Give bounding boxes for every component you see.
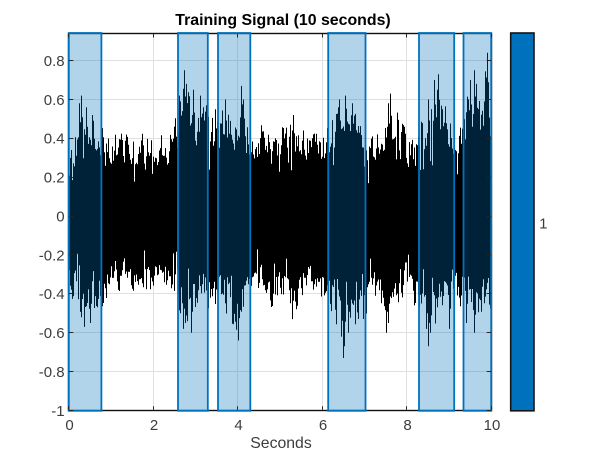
- svg-text:8: 8: [403, 417, 411, 434]
- svg-text:6: 6: [319, 417, 327, 434]
- svg-text:-0.8: -0.8: [39, 364, 65, 381]
- svg-text:-0.4: -0.4: [39, 286, 65, 303]
- svg-text:10: 10: [484, 417, 501, 434]
- svg-text:4: 4: [234, 417, 242, 434]
- svg-text:0.2: 0.2: [44, 170, 65, 187]
- svg-text:Training Signal (10 seconds): Training Signal (10 seconds): [175, 12, 390, 29]
- svg-text:Seconds: Seconds: [250, 435, 312, 452]
- svg-text:0: 0: [56, 208, 64, 225]
- svg-text:-0.6: -0.6: [39, 325, 65, 342]
- svg-text:0: 0: [65, 417, 73, 434]
- svg-text:-1: -1: [51, 403, 64, 420]
- svg-text:-0.2: -0.2: [39, 247, 65, 264]
- svg-text:0.8: 0.8: [44, 53, 65, 70]
- svg-text:2: 2: [150, 417, 158, 434]
- svg-text:0.4: 0.4: [44, 131, 65, 148]
- svg-text:1: 1: [539, 216, 547, 233]
- svg-text:0.6: 0.6: [44, 92, 65, 109]
